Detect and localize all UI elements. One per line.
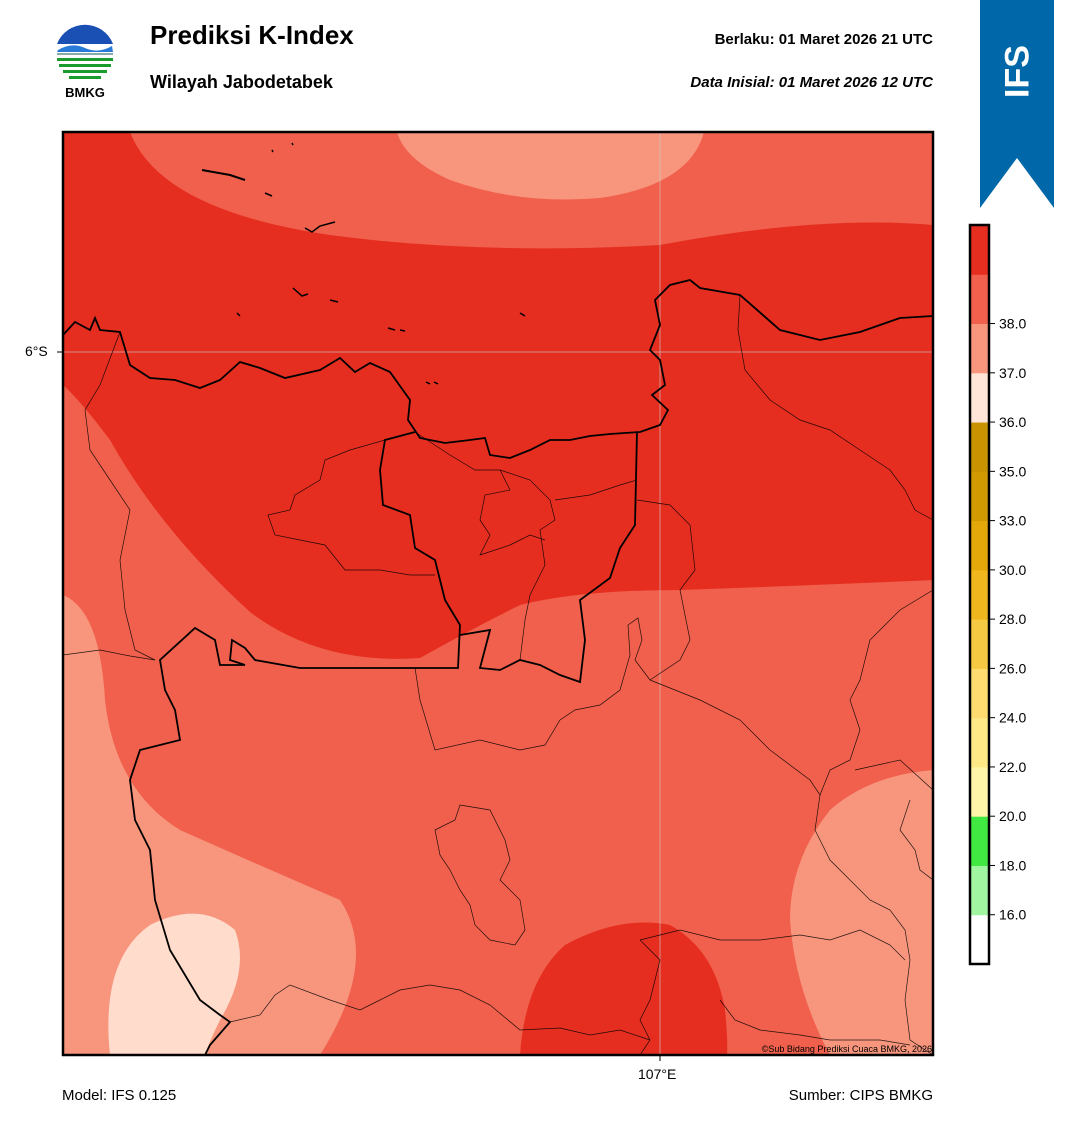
bmkg-logo-icon (55, 24, 115, 84)
latitude-label: 6°S (25, 343, 48, 359)
logo-text: BMKG (65, 85, 105, 100)
kindex-band-36-east (790, 770, 933, 1055)
kindex-band-35-west (108, 913, 240, 1055)
colorbar-cell (970, 619, 989, 669)
colorbar-ticks: 16.0 18.0 20.0 22.0 24.0 26.0 28.0 30.0 33.0 35.0… (989, 316, 1026, 923)
colorbar-tick-label: 33.0 (999, 513, 1026, 529)
colorbar-tick-label: 28.0 (999, 611, 1026, 627)
page-subtitle: Wilayah Jabodetabek (150, 72, 333, 92)
colorbar-tick-label: 20.0 (999, 808, 1026, 824)
source-label: Sumber: CIPS BMKG (788, 1087, 933, 1104)
province-boundary (459, 431, 638, 684)
ifs-ribbon (980, 0, 1054, 208)
valid-time: Berlaku: 01 Maret 2026 21 UTC (714, 31, 933, 48)
island (329, 299, 339, 303)
colorbar-cell (970, 569, 989, 620)
colorbar-tick-label: 22.0 (999, 759, 1026, 775)
colorbar-cell (970, 323, 989, 374)
page-title: Prediksi K-Index (150, 20, 354, 50)
colorbar-tick-label: 38.0 (999, 316, 1026, 332)
district-boundaries (63, 294, 933, 1055)
colorbar-cells (970, 225, 989, 965)
colorbar-cell (970, 422, 989, 472)
colorbar-tick-label: 36.0 (999, 414, 1026, 430)
colorbar-tick-label: 16.0 (999, 907, 1026, 923)
colorbar-cell (970, 274, 989, 325)
island (425, 381, 439, 385)
longitude-label: 107°E (638, 1066, 677, 1082)
colorbar-cell (970, 914, 989, 965)
island (387, 327, 406, 332)
island (236, 312, 241, 317)
island (292, 287, 309, 297)
colorbar-cell (970, 520, 989, 571)
colorbar-cell (970, 717, 989, 768)
colorbar-tick-label: 35.0 (999, 463, 1026, 479)
colorbar-cell (970, 816, 989, 866)
model-label: Model: IFS 0.125 (62, 1087, 177, 1104)
kindex-band-36-north (397, 132, 704, 200)
init-time: Data Inisial: 01 Maret 2026 12 UTC (690, 74, 933, 91)
province-boundary (129, 431, 461, 1055)
colorbar-cell (970, 668, 989, 719)
colorbar-tick-label: 26.0 (999, 660, 1026, 676)
copyright-text: ©Sub Bidang Prediksi Cuaca BMKG, 2026 (761, 1044, 932, 1054)
colorbar-cell (970, 225, 989, 275)
colorbar-cell (970, 471, 989, 522)
colorbar-cell (970, 372, 989, 423)
colorbar: 16.0 18.0 20.0 22.0 24.0 26.0 28.0 30.0 33.0 35.0… (968, 223, 1026, 966)
colorbar-tick-label: 37.0 (999, 365, 1026, 381)
kindex-band-38-south (520, 922, 728, 1055)
colorbar-tick-label: 18.0 (999, 857, 1026, 873)
colorbar-tick-label: 30.0 (999, 562, 1026, 578)
island (304, 221, 336, 233)
colorbar-tick-label: 24.0 (999, 710, 1026, 726)
island (264, 192, 273, 197)
kindex-band-38-north (63, 132, 933, 659)
island (201, 169, 246, 181)
island (271, 142, 294, 153)
colorbar-cell (970, 865, 989, 916)
coastline (63, 279, 933, 459)
colorbar-cell (970, 766, 989, 817)
island (519, 312, 526, 317)
